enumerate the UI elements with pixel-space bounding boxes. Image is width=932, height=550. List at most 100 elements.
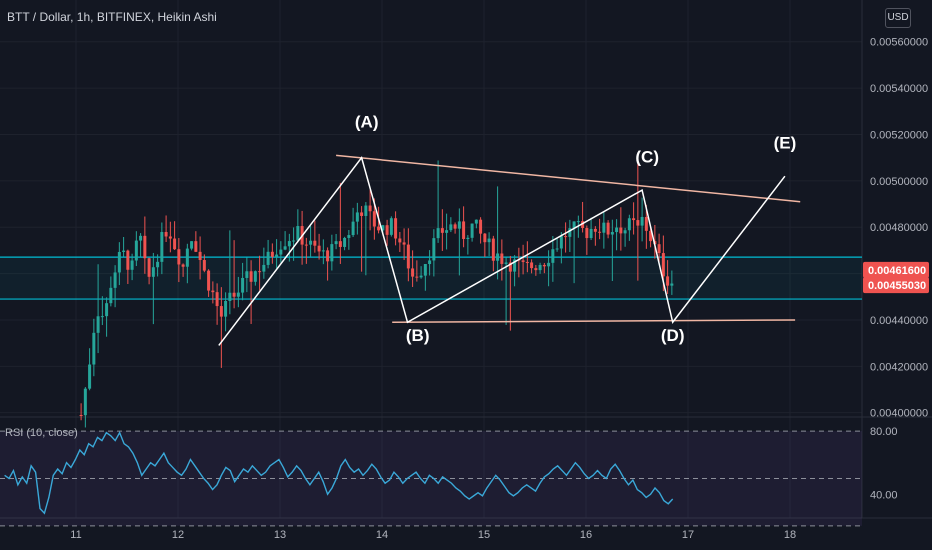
candle-body: [440, 228, 444, 233]
candle-body: [474, 219, 478, 224]
candle-body: [321, 250, 325, 252]
candle-body: [262, 264, 266, 272]
candle-body: [623, 230, 627, 234]
candle-body: [402, 242, 406, 245]
candle-body: [355, 212, 359, 222]
trend-line: [336, 154, 801, 203]
candle-body: [343, 237, 347, 247]
candle-body: [640, 216, 644, 226]
candle-body: [381, 225, 385, 231]
candle-body: [598, 231, 602, 233]
candle-body: [449, 224, 453, 231]
price-label-bg: [863, 277, 929, 294]
price-tick-label: 0.00560000: [870, 37, 928, 49]
candle-body: [649, 230, 653, 242]
candle-body: [113, 272, 117, 288]
candle-body: [334, 241, 338, 245]
price-tick-label: 0.00440000: [870, 315, 928, 327]
candle-body: [317, 245, 321, 252]
candle-body: [466, 237, 470, 239]
candle-body: [211, 290, 215, 293]
candle-body: [164, 232, 168, 237]
candle-body: [538, 264, 542, 271]
time-tick-label: 17: [682, 529, 694, 541]
candle-body: [368, 205, 372, 212]
candle-body: [360, 212, 364, 216]
candle-body: [419, 275, 423, 278]
candle-body: [627, 218, 631, 231]
candle-body: [279, 249, 283, 255]
candle-body: [445, 230, 449, 233]
candle-body: [241, 277, 245, 293]
candle-body: [275, 254, 279, 257]
candle-body: [372, 211, 376, 227]
time-axis[interactable]: 11 12 13 14 15 16 17 18: [70, 529, 796, 541]
trend-line: [392, 319, 796, 324]
candle-body: [253, 271, 257, 282]
candle-body: [109, 287, 113, 304]
candle-body: [292, 240, 296, 242]
candle-body: [207, 270, 211, 291]
chart-title: BTT / Dollar, 1h, BITFINEX, Heikin Ashi: [7, 10, 217, 24]
candle-body: [83, 388, 87, 416]
wave-label: (E): [774, 133, 797, 152]
candle-body: [572, 221, 576, 229]
candle-body: [585, 228, 589, 239]
candle-body: [661, 253, 665, 277]
price-axis[interactable]: 0.004000000.004200000.004400000.00460000…: [863, 37, 929, 420]
candle-body: [202, 260, 206, 271]
candle-body: [330, 244, 334, 262]
time-tick-label: 14: [376, 529, 388, 541]
candle-body: [266, 251, 270, 265]
candle-body: [304, 244, 308, 246]
price-label: 0.00461600: [868, 265, 926, 277]
candle-body: [457, 221, 461, 229]
price-tick-label: 0.00400000: [870, 408, 928, 420]
price-label: 0.00455030: [868, 280, 926, 292]
rsi-band: [0, 431, 862, 526]
candle-body: [79, 415, 83, 416]
candle-body: [245, 271, 249, 278]
candle-body: [194, 241, 198, 252]
rsi-pane: 80.00 40.00: [0, 426, 898, 527]
candle-body: [160, 232, 164, 262]
candle-body: [215, 292, 219, 307]
price-tick-label: 0.00420000: [870, 361, 928, 373]
currency-button[interactable]: USD: [885, 8, 911, 28]
candle-body: [270, 251, 274, 257]
candle-body: [602, 222, 606, 233]
price-tick-label: 0.00480000: [870, 222, 928, 234]
candle-body: [411, 268, 415, 277]
candle-body: [513, 259, 517, 272]
candle-body: [219, 306, 223, 317]
candle-body: [491, 238, 495, 261]
candle-body: [96, 316, 100, 333]
candle-body: [547, 262, 551, 267]
candle-body: [666, 276, 670, 286]
candle-body: [351, 221, 355, 236]
candle-body: [249, 271, 253, 282]
price-tick-label: 0.00500000: [870, 176, 928, 188]
rsi-label: RSI (10, close): [5, 427, 78, 439]
candle-body: [232, 292, 236, 297]
time-tick-label: 18: [784, 529, 796, 541]
candle-body: [143, 235, 147, 259]
wave-polyline: [218, 155, 786, 346]
candle-body: [423, 264, 427, 276]
candle-body: [385, 225, 389, 235]
candle-body: [542, 264, 546, 267]
candle-body: [105, 303, 109, 317]
candle-body: [462, 221, 466, 239]
candle-body: [326, 250, 330, 262]
time-tick-label: 11: [70, 529, 81, 541]
price-tick-label: 0.00520000: [870, 129, 928, 141]
candle-body: [432, 238, 436, 261]
candle-body: [177, 249, 181, 265]
candle-body: [555, 248, 559, 250]
candle-body: [92, 332, 96, 365]
candle-body: [258, 271, 262, 273]
candle-body: [126, 250, 130, 270]
price-tick-label: 0.00540000: [870, 83, 928, 95]
candle-body: [551, 249, 555, 263]
